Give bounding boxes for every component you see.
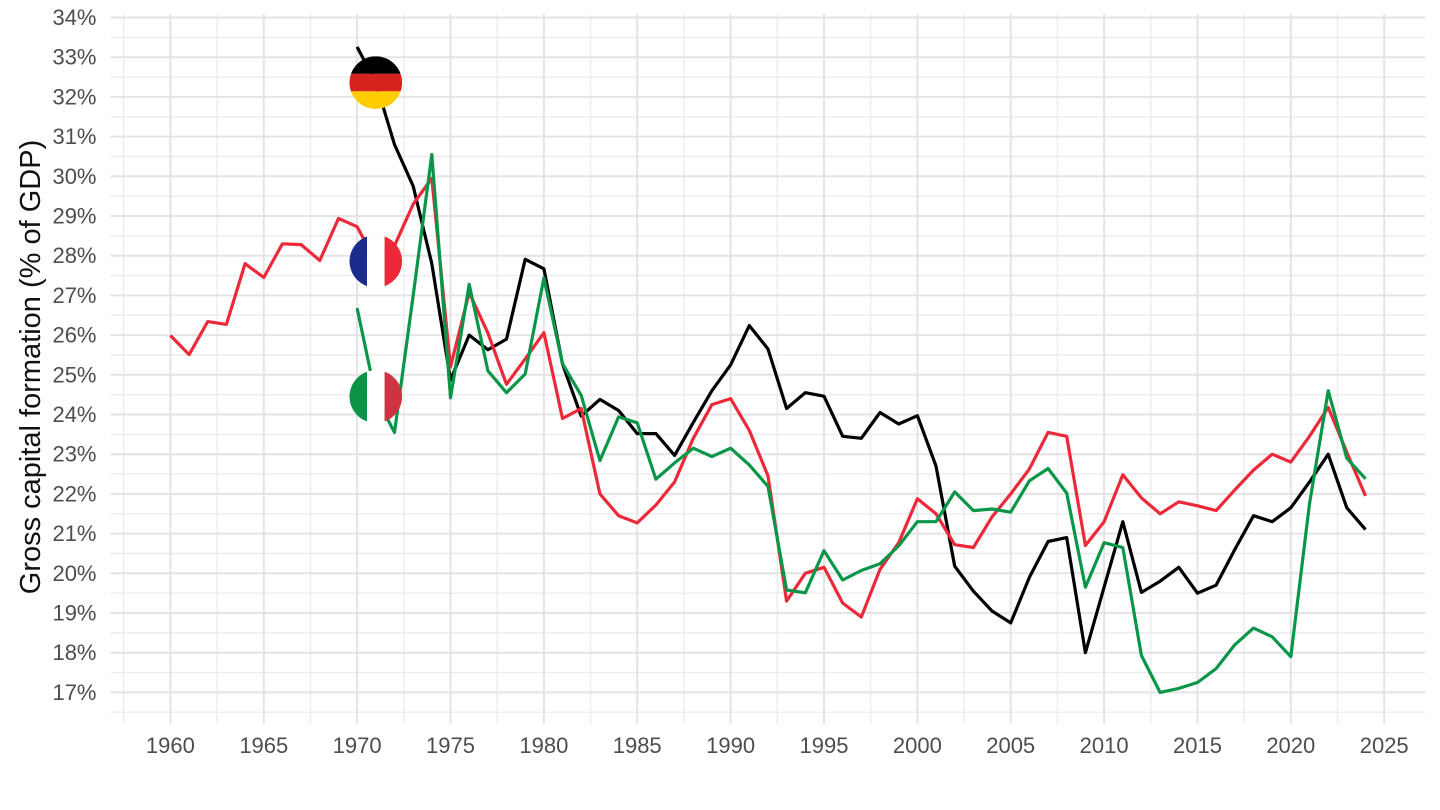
svg-text:2010: 2010	[1080, 733, 1129, 758]
svg-text:28%: 28%	[52, 243, 96, 268]
svg-text:2000: 2000	[893, 733, 942, 758]
svg-text:Gross capital formation (% of: Gross capital formation (% of GDP)	[15, 140, 47, 594]
svg-text:26%: 26%	[52, 323, 96, 348]
svg-text:1990: 1990	[706, 733, 755, 758]
svg-text:1985: 1985	[613, 733, 662, 758]
svg-text:21%: 21%	[52, 521, 96, 546]
svg-text:1995: 1995	[800, 733, 849, 758]
svg-text:24%: 24%	[52, 402, 96, 427]
svg-text:20%: 20%	[52, 561, 96, 586]
svg-text:1965: 1965	[239, 733, 288, 758]
svg-text:1960: 1960	[146, 733, 195, 758]
svg-text:1980: 1980	[519, 733, 568, 758]
svg-text:33%: 33%	[52, 45, 96, 70]
svg-text:18%: 18%	[52, 640, 96, 665]
svg-text:2025: 2025	[1360, 733, 1409, 758]
svg-text:23%: 23%	[52, 442, 96, 467]
svg-text:31%: 31%	[52, 124, 96, 149]
svg-text:2005: 2005	[986, 733, 1035, 758]
svg-text:27%: 27%	[52, 283, 96, 308]
svg-text:25%: 25%	[52, 362, 96, 387]
svg-text:22%: 22%	[52, 481, 96, 506]
svg-text:29%: 29%	[52, 204, 96, 229]
svg-text:30%: 30%	[52, 164, 96, 189]
svg-text:34%: 34%	[52, 5, 96, 30]
svg-text:2020: 2020	[1266, 733, 1315, 758]
svg-text:1970: 1970	[333, 733, 382, 758]
svg-text:32%: 32%	[52, 84, 96, 109]
svg-text:2015: 2015	[1173, 733, 1222, 758]
svg-text:19%: 19%	[52, 601, 96, 626]
svg-text:1975: 1975	[426, 733, 475, 758]
svg-text:17%: 17%	[52, 680, 96, 705]
